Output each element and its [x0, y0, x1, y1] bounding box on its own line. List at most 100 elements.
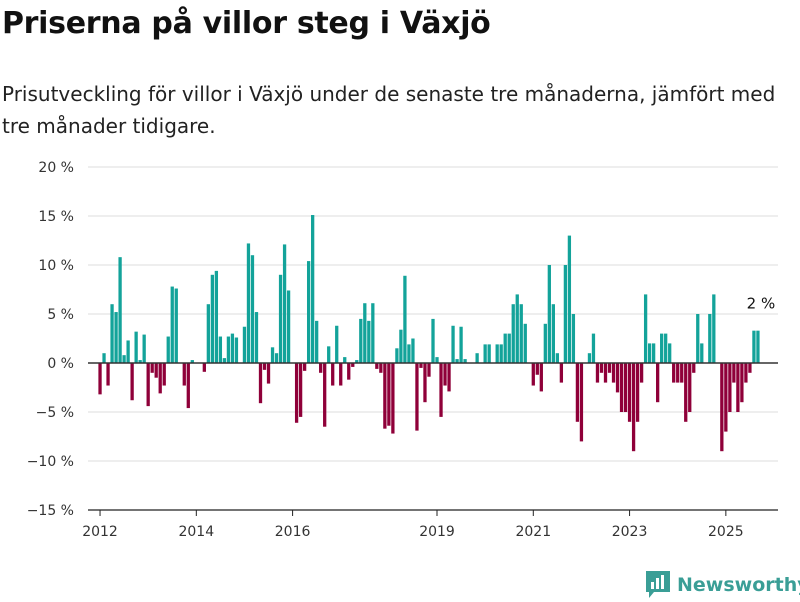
bar: [495, 344, 499, 363]
bar: [331, 363, 335, 386]
bar: [559, 363, 564, 383]
bar: [266, 363, 271, 384]
bar: [635, 363, 640, 422]
bar: [250, 255, 255, 363]
bar: [110, 304, 114, 363]
bar: [278, 274, 283, 363]
page-subtitle: Prisutveckling för villor i Växjö under …: [2, 82, 776, 138]
bar: [311, 215, 315, 363]
bar: [214, 270, 219, 363]
bar: [258, 363, 263, 404]
bar: [182, 363, 186, 386]
annotation: 2 %: [747, 294, 776, 312]
bar: [335, 325, 339, 363]
bar: [651, 343, 656, 363]
bar: [246, 243, 251, 363]
bar: [114, 312, 118, 363]
bar: [579, 363, 584, 442]
x-tick-label: 2019: [419, 524, 455, 540]
bar-series: [98, 215, 760, 452]
brand-name: Newsworthy: [677, 574, 800, 596]
bar: [282, 244, 287, 363]
bar: [206, 304, 210, 363]
bar: [363, 303, 367, 363]
bar: [728, 363, 732, 412]
bar: [607, 363, 612, 373]
bar: [539, 363, 543, 392]
bar: [399, 329, 403, 363]
x-tick-label: 2021: [515, 524, 551, 540]
bar: [387, 363, 391, 426]
y-tick-label: 10 %: [38, 258, 74, 274]
bar: [555, 353, 560, 363]
bar: [535, 363, 539, 375]
bar: [403, 275, 407, 363]
bar: [359, 318, 363, 363]
bar: [503, 333, 507, 363]
bar: [672, 363, 676, 383]
bar: [700, 343, 704, 363]
bar: [419, 363, 423, 368]
bar: [692, 363, 696, 373]
bar: [375, 363, 379, 369]
newsworthy-brand: Newsworthy: [645, 568, 800, 602]
bar: [411, 338, 415, 363]
bar: [126, 340, 130, 363]
bar: [595, 363, 600, 383]
bar: [102, 353, 106, 363]
x-tick-label: 2025: [708, 524, 744, 540]
x-tick-label: 2016: [275, 524, 311, 540]
bar: [752, 330, 756, 363]
bar: [615, 363, 620, 393]
bar: [519, 304, 523, 363]
x-tick-label: 2014: [178, 524, 214, 540]
bar: [483, 344, 487, 363]
bar: [664, 333, 668, 363]
y-axis-ticks: −15 % −10 % −5 % 0 % 5 % 10 % 15 % 20 %: [27, 160, 74, 519]
bar: [395, 348, 399, 363]
bar: [603, 363, 608, 383]
bar: [439, 363, 443, 417]
bar: [668, 343, 672, 363]
bar: [298, 363, 303, 417]
bar: [407, 344, 411, 363]
bar: [511, 304, 515, 363]
bar: [575, 363, 580, 422]
bar: [756, 330, 760, 363]
bar: [218, 336, 223, 363]
bar: [515, 294, 519, 363]
bar: [210, 274, 215, 363]
bar: [302, 363, 307, 371]
bar: [122, 355, 126, 363]
bar: [138, 360, 142, 363]
bar: [130, 363, 134, 401]
bar: [154, 363, 158, 378]
bar: [563, 265, 568, 363]
bar: [367, 320, 371, 363]
bar: [230, 333, 235, 363]
bar: [507, 333, 511, 363]
bar: [619, 363, 624, 412]
bar: [643, 294, 648, 363]
bar: [647, 343, 652, 363]
bar: [611, 363, 616, 383]
bar: [142, 334, 146, 363]
bar: [262, 363, 267, 370]
bar: [306, 261, 311, 363]
bar: [118, 257, 122, 363]
bar: [222, 358, 227, 363]
bar: [315, 320, 319, 363]
bar: [720, 363, 724, 452]
annotation-label: 2 %: [747, 294, 776, 312]
bar: [447, 363, 451, 392]
bar: [234, 337, 239, 363]
y-tick-label: 15 %: [38, 209, 74, 225]
x-tick-label: 2012: [82, 524, 118, 540]
bar: [680, 363, 684, 383]
bar: [327, 346, 331, 363]
bar: [455, 359, 459, 363]
bar-chart: −15 %−10 %−5 %0 %5 %10 %15 %20 % 2012 201…: [27, 160, 778, 540]
bar: [736, 363, 740, 412]
bar: [166, 336, 170, 363]
bar: [371, 303, 375, 363]
